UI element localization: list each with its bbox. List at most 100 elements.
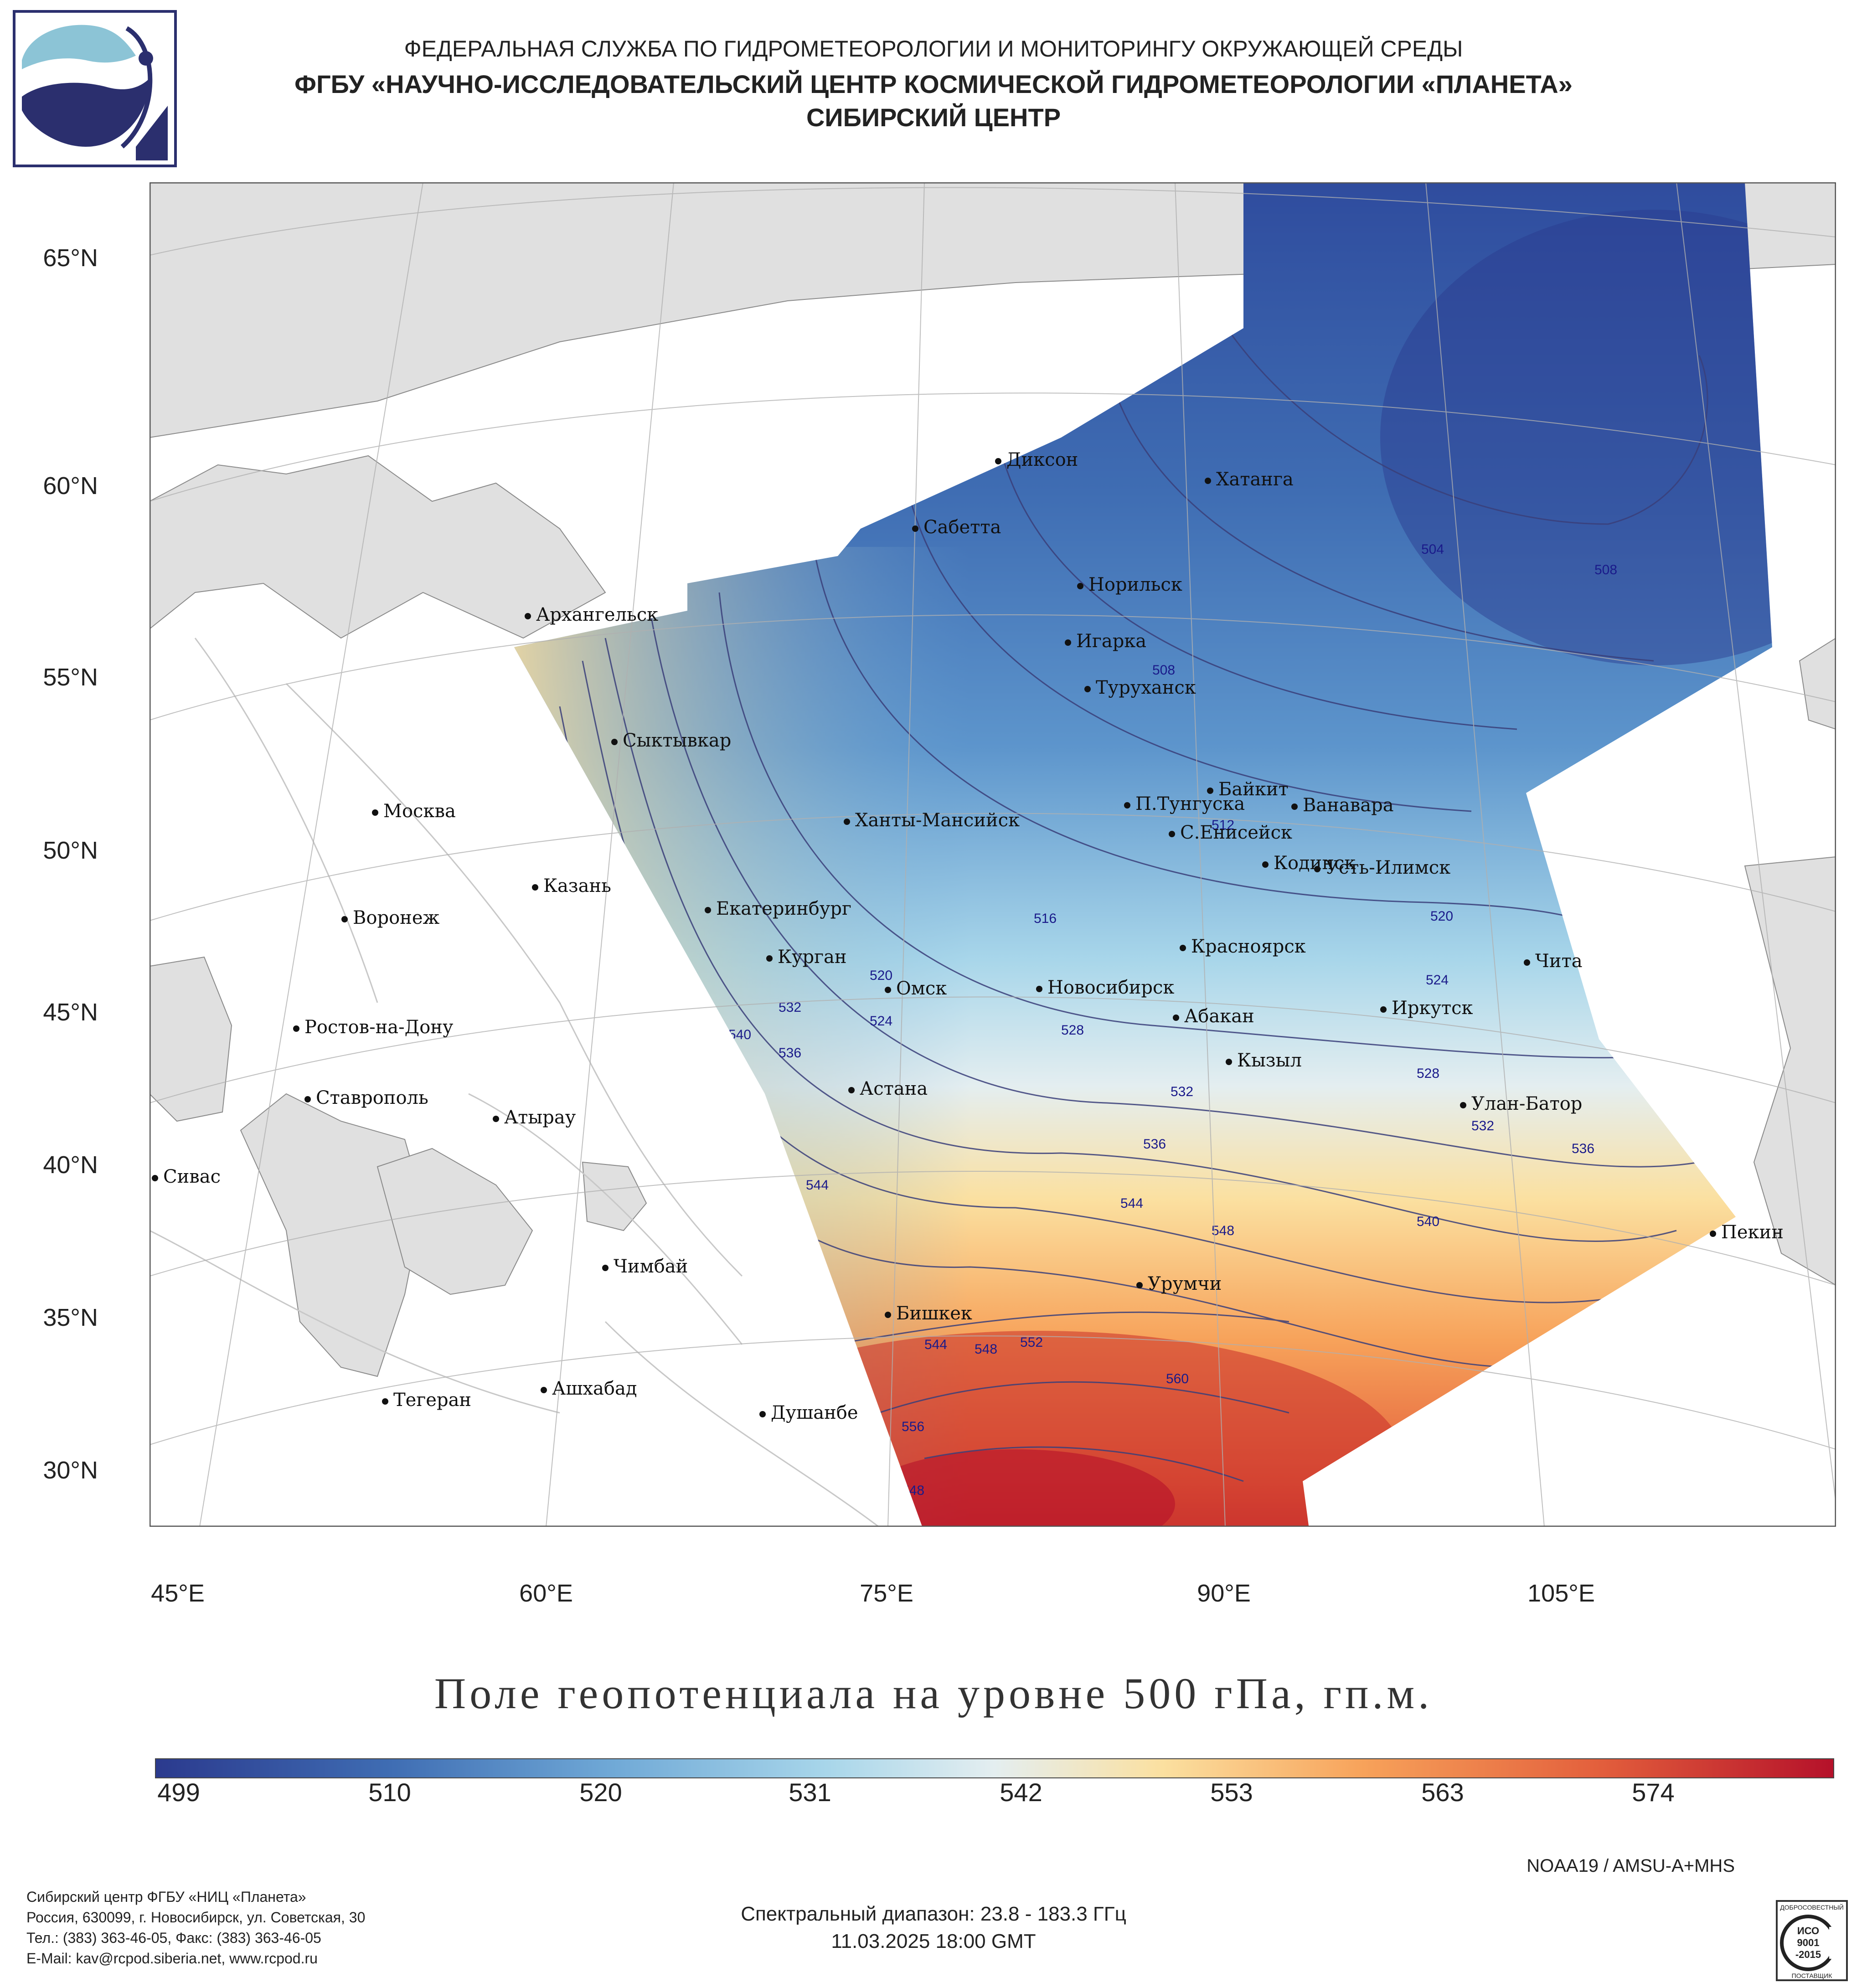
city-label: Кызыл bbox=[1237, 1050, 1302, 1071]
city-label: Омск bbox=[896, 978, 947, 999]
city-label: Байкит bbox=[1218, 779, 1289, 800]
city-label: Ванавара bbox=[1303, 795, 1394, 816]
contour-label: 544 bbox=[806, 1178, 829, 1193]
contour-label: 508 bbox=[1152, 663, 1175, 678]
spectral-range: Спектральный диапазон: 23.8 - 183.3 ГГц bbox=[741, 1903, 1126, 1925]
contour-label: 536 bbox=[779, 1046, 801, 1061]
city-label: Улан-Батор bbox=[1471, 1093, 1582, 1114]
city-label: Новосибирск bbox=[1047, 977, 1174, 998]
header-agency: ФЕДЕРАЛЬНАЯ СЛУЖБА ПО ГИДРОМЕТЕОРОЛОГИИ … bbox=[404, 36, 1463, 62]
contour-label: 548 bbox=[975, 1342, 997, 1357]
colorbar-tick: 499 bbox=[157, 1778, 200, 1807]
lat-label: 50°N bbox=[43, 837, 98, 864]
lon-label: 105°E bbox=[1527, 1580, 1595, 1607]
map-title: Поле геопотенциала на уровне 500 гПа, гп… bbox=[434, 1669, 1433, 1718]
lat-label: 45°N bbox=[43, 999, 98, 1026]
colorbar-tick: 520 bbox=[579, 1778, 622, 1807]
city-label: Тегеран bbox=[393, 1390, 471, 1411]
org-line: Россия, 630099, г. Новосибирск, ул. Сове… bbox=[26, 1909, 366, 1926]
lon-label: 90°E bbox=[1197, 1580, 1251, 1607]
city-label: Игарка bbox=[1076, 631, 1146, 652]
city-label: Ашхабад bbox=[552, 1378, 637, 1399]
city-label: Пекин bbox=[1721, 1222, 1784, 1243]
contour-label: 504 bbox=[1421, 542, 1444, 557]
city-label: Чимбай bbox=[614, 1256, 688, 1277]
lat-label: 60°N bbox=[43, 472, 98, 500]
cert-text: ИСО bbox=[1797, 1925, 1819, 1936]
lat-label: 30°N bbox=[43, 1457, 98, 1484]
city-label: Москва bbox=[383, 801, 456, 822]
contour-label: 544 bbox=[924, 1337, 947, 1352]
iso-cert-badge: ДОБРОСОВЕСТНЫЙ ИСО 9001 -2015 ПОСТАВЩИК bbox=[1776, 1900, 1848, 1981]
contour-label: 548 bbox=[1212, 1223, 1234, 1238]
city-label: Бишкек bbox=[896, 1303, 972, 1324]
observation-datetime: 11.03.2025 18:00 GMT bbox=[831, 1930, 1036, 1952]
contour-label: 560 bbox=[1166, 1371, 1189, 1386]
city-label: Диксон bbox=[1006, 449, 1078, 470]
cert-text: 9001 bbox=[1797, 1937, 1820, 1948]
city-label: Усть-Илимск bbox=[1325, 857, 1450, 878]
city-label: Сабетта bbox=[923, 517, 1001, 538]
contour-label: 520 bbox=[870, 968, 892, 983]
geopotential-map: 504 508 508 512 516 520 520 524 524 528 … bbox=[150, 182, 1836, 1527]
lat-label: 35°N bbox=[43, 1304, 98, 1331]
contour-label: 524 bbox=[870, 1014, 892, 1029]
city-label: Екатеринбург bbox=[716, 898, 851, 919]
city-label: Душанбе bbox=[771, 1402, 858, 1423]
city-label: Абакан bbox=[1184, 1006, 1254, 1027]
colorbar-tick: 574 bbox=[1632, 1778, 1675, 1807]
planeta-logo bbox=[13, 10, 177, 167]
colorbar-tick: 531 bbox=[789, 1778, 831, 1807]
colorbar-tick: 542 bbox=[1000, 1778, 1042, 1807]
header-center: СИБИРСКИЙ ЦЕНТР bbox=[806, 103, 1061, 132]
lat-label: 65°N bbox=[43, 244, 98, 272]
lat-label: 55°N bbox=[43, 664, 98, 691]
cert-text: ДОБРОСОВЕСТНЫЙ bbox=[1780, 1903, 1844, 1911]
org-line: E-Mail: kav@rcpod.siberia.net, www.rcpod… bbox=[26, 1950, 318, 1967]
city-label: Урумчи bbox=[1148, 1273, 1222, 1294]
org-line: Сибирский центр ФГБУ «НИЦ «Планета» bbox=[26, 1889, 306, 1905]
city-label: Норильск bbox=[1088, 574, 1182, 595]
contour-label: 508 bbox=[1594, 562, 1617, 577]
city-label: Туруханск bbox=[1096, 677, 1196, 698]
lat-label: 40°N bbox=[43, 1151, 98, 1179]
contour-label: 552 bbox=[1020, 1335, 1043, 1350]
footer-info: Спектральный диапазон: 23.8 - 183.3 ГГц … bbox=[0, 1900, 1867, 1955]
city-label: Казань bbox=[543, 876, 611, 896]
contour-label: 532 bbox=[1471, 1118, 1494, 1133]
contour-label: 528 bbox=[1061, 1023, 1084, 1038]
org-contacts: Сибирский центр ФГБУ «НИЦ «Планета» Росс… bbox=[26, 1887, 365, 1969]
city-label: Сыктывкар bbox=[623, 730, 731, 751]
cert-text: ПОСТАВЩИК bbox=[1792, 1972, 1833, 1979]
city-label: Иркутск bbox=[1392, 998, 1473, 1019]
colorbar-tick: 553 bbox=[1210, 1778, 1253, 1807]
colorbar-tick: 563 bbox=[1421, 1778, 1464, 1807]
city-label: Архангельск bbox=[536, 604, 658, 625]
city-label: Атырау bbox=[504, 1107, 576, 1128]
contour-label: 516 bbox=[1034, 911, 1057, 926]
sensor-label: NOAA19 / AMSU-A+MHS bbox=[1527, 1856, 1735, 1876]
city-label: Курган bbox=[778, 947, 847, 968]
contour-label: 540 bbox=[1417, 1214, 1439, 1229]
city-label: Сивас bbox=[163, 1166, 221, 1187]
contour-label: 536 bbox=[1572, 1141, 1594, 1156]
contour-label: 536 bbox=[1143, 1137, 1166, 1152]
lon-label: 75°E bbox=[860, 1580, 913, 1607]
contour-label: 544 bbox=[1120, 1196, 1143, 1211]
city-label: Красноярск bbox=[1191, 936, 1306, 957]
cert-text: -2015 bbox=[1795, 1949, 1821, 1960]
contour-label: 524 bbox=[1426, 973, 1449, 988]
colorbar-tick: 510 bbox=[368, 1778, 411, 1807]
city-label: Воронеж bbox=[353, 907, 439, 928]
contour-label: 532 bbox=[1171, 1084, 1193, 1099]
city-label: Ханты-Мансийск bbox=[855, 810, 1020, 831]
contour-label: 556 bbox=[902, 1419, 924, 1434]
lon-label: 60°E bbox=[519, 1580, 573, 1607]
city-label: П.Тунгуска bbox=[1135, 793, 1245, 814]
city-label: Хатанга bbox=[1216, 469, 1294, 490]
city-label: Астана bbox=[860, 1078, 928, 1099]
city-label: Ростов-на-Дону bbox=[304, 1017, 454, 1038]
city-label: Чита bbox=[1535, 951, 1583, 972]
city-label: С.Енисейск bbox=[1180, 822, 1292, 843]
header-institute: ФГБУ «НАУЧНО-ИССЛЕДОВАТЕЛЬСКИЙ ЦЕНТР КОС… bbox=[294, 70, 1573, 98]
